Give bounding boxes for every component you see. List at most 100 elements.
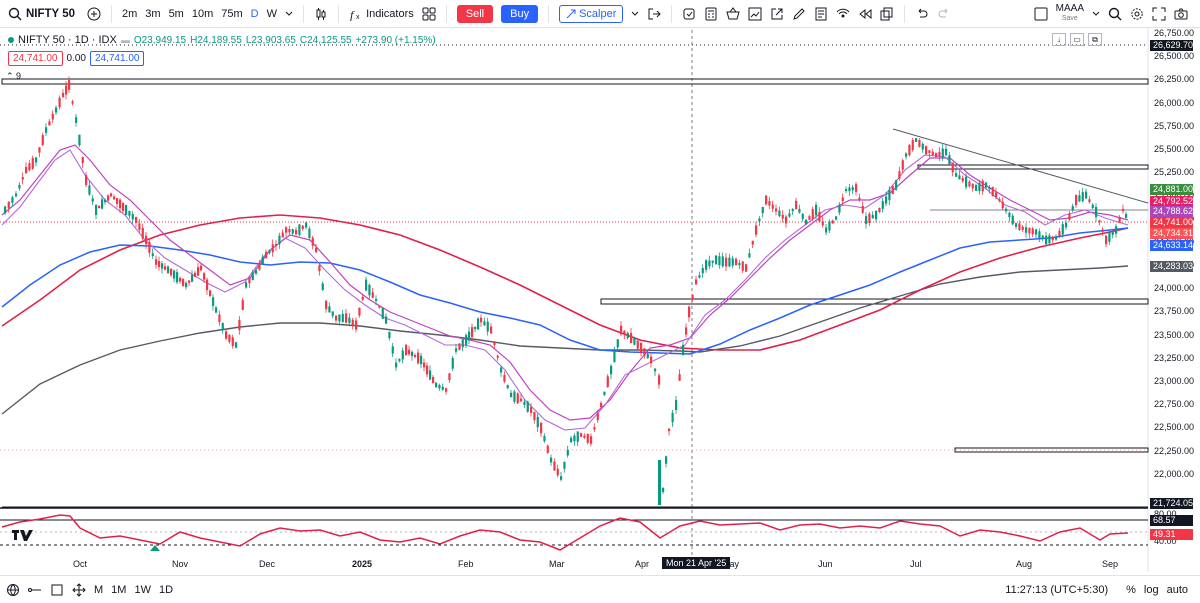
ask-price[interactable]: 24,741.00 bbox=[89, 51, 145, 66]
copy-button[interactable] bbox=[876, 3, 898, 25]
candle-body bbox=[768, 201, 771, 206]
quick-search-button[interactable] bbox=[1104, 3, 1126, 25]
indicators-collapse[interactable]: ⌃ 9 bbox=[6, 71, 22, 81]
clock[interactable]: 11:27:13 (UTC+5:30) bbox=[1005, 583, 1109, 596]
support-zone-low[interactable] bbox=[954, 447, 1149, 453]
link-tool-button[interactable] bbox=[68, 579, 90, 601]
candle-body bbox=[458, 343, 461, 350]
layout-toggle[interactable] bbox=[1030, 3, 1052, 25]
interval-3m[interactable]: 3m bbox=[145, 7, 161, 20]
candle-body bbox=[671, 412, 674, 423]
resistance-zone-top[interactable] bbox=[1, 78, 1149, 85]
scalper-button[interactable]: Scalper bbox=[559, 4, 624, 23]
price-axis-label: 23,500.00 bbox=[1154, 329, 1195, 340]
undo-button[interactable] bbox=[911, 3, 933, 25]
resistance-zone-right[interactable] bbox=[917, 164, 1149, 170]
settings-button[interactable] bbox=[1126, 3, 1148, 25]
templates-button[interactable] bbox=[418, 3, 440, 25]
interval-5m[interactable]: 5m bbox=[168, 7, 184, 20]
sell-button[interactable]: Sell bbox=[456, 4, 494, 23]
candle-body bbox=[98, 205, 101, 209]
candle-body bbox=[245, 282, 248, 288]
symbol-search[interactable]: NIFTY 50 bbox=[0, 7, 83, 21]
external-link-icon bbox=[771, 8, 783, 19]
line-tool-button[interactable] bbox=[24, 579, 46, 601]
redo-button[interactable] bbox=[933, 3, 955, 25]
candle-body bbox=[321, 283, 324, 290]
candle-body bbox=[197, 267, 200, 276]
range-1m[interactable]: 1M bbox=[111, 583, 127, 596]
time-axis-label: Mar bbox=[549, 559, 565, 569]
range-1w[interactable]: 1W bbox=[134, 583, 151, 596]
screener-button[interactable] bbox=[700, 3, 722, 25]
candle-body bbox=[1045, 235, 1048, 245]
layout-dropdown[interactable] bbox=[1088, 3, 1104, 25]
candle-body bbox=[765, 195, 768, 205]
candle-body bbox=[295, 229, 298, 235]
compare-button[interactable] bbox=[83, 3, 105, 25]
draw-button[interactable] bbox=[788, 3, 810, 25]
tv-logo-icon bbox=[12, 530, 33, 541]
legend-collapse-icon[interactable]: ▬ bbox=[120, 35, 130, 45]
candle-body bbox=[921, 143, 924, 150]
candle-body bbox=[496, 355, 499, 358]
layout-name-button[interactable]: MAAA Save bbox=[1052, 3, 1088, 25]
divider bbox=[303, 4, 304, 23]
pane-restore-button[interactable]: ⧉ bbox=[1088, 33, 1102, 46]
alert-button[interactable] bbox=[678, 3, 700, 25]
price-chart[interactable] bbox=[0, 28, 1200, 575]
log-toggle[interactable]: log bbox=[1143, 583, 1159, 596]
range-1d[interactable]: 1D bbox=[158, 583, 174, 596]
bid-price[interactable]: 24,741.00 bbox=[8, 51, 63, 66]
candle-body bbox=[795, 200, 798, 210]
basket-button[interactable] bbox=[722, 3, 744, 25]
select-tool-button[interactable] bbox=[46, 579, 68, 601]
dropdown-button[interactable] bbox=[627, 3, 643, 25]
interval-1w[interactable]: W bbox=[266, 7, 277, 20]
candle-body bbox=[798, 208, 801, 213]
candle-body bbox=[258, 262, 261, 270]
candle-body bbox=[533, 411, 536, 421]
candle-body bbox=[225, 331, 228, 339]
candle-body bbox=[170, 268, 173, 276]
pane-down-button[interactable]: ↓ bbox=[1052, 33, 1066, 46]
trendline-down[interactable] bbox=[892, 128, 1149, 204]
exit-button[interactable] bbox=[643, 3, 665, 25]
candle-body bbox=[500, 367, 503, 373]
timezone-button[interactable] bbox=[2, 579, 24, 601]
interval-dropdown[interactable] bbox=[281, 3, 297, 25]
auto-toggle[interactable]: auto bbox=[1166, 583, 1188, 596]
chart-type-button[interactable] bbox=[310, 3, 332, 25]
pane-maximize-button[interactable]: ▭ bbox=[1070, 33, 1084, 46]
candle-body bbox=[483, 321, 486, 326]
buy-button[interactable]: Buy bbox=[501, 4, 539, 23]
replay-button[interactable] bbox=[854, 3, 876, 25]
popout-button[interactable] bbox=[766, 3, 788, 25]
candle-body bbox=[7, 201, 10, 209]
list-icon bbox=[815, 7, 827, 20]
candle-body bbox=[811, 209, 814, 219]
hotlist-button[interactable] bbox=[810, 3, 832, 25]
candle-body bbox=[871, 214, 874, 219]
open-value: O23,949.15 bbox=[133, 34, 187, 46]
percent-toggle[interactable]: % bbox=[1126, 583, 1136, 596]
broadcast-button[interactable] bbox=[832, 3, 854, 25]
candle-body bbox=[543, 436, 546, 442]
interval-2m[interactable]: 2m bbox=[122, 7, 138, 20]
interval-10m[interactable]: 10m bbox=[191, 7, 214, 20]
ema-20-line bbox=[1, 144, 1129, 421]
candle-body bbox=[355, 320, 358, 330]
snapshot-button[interactable] bbox=[1170, 3, 1192, 25]
candle-body bbox=[606, 376, 609, 387]
interval-1d[interactable]: D bbox=[250, 7, 259, 20]
candle-body bbox=[191, 274, 194, 282]
legend-title[interactable]: NIFTY 50 · 1D · IDX bbox=[18, 34, 117, 46]
interval-75m[interactable]: 75m bbox=[221, 7, 243, 20]
price-axis-label: 22,250.00 bbox=[1154, 445, 1195, 456]
search-icon bbox=[8, 7, 22, 20]
fullscreen-button[interactable] bbox=[1148, 3, 1170, 25]
range-m[interactable]: M bbox=[94, 583, 104, 596]
time-axis-label: Sep bbox=[1102, 559, 1119, 569]
strategy-button[interactable] bbox=[744, 3, 766, 25]
